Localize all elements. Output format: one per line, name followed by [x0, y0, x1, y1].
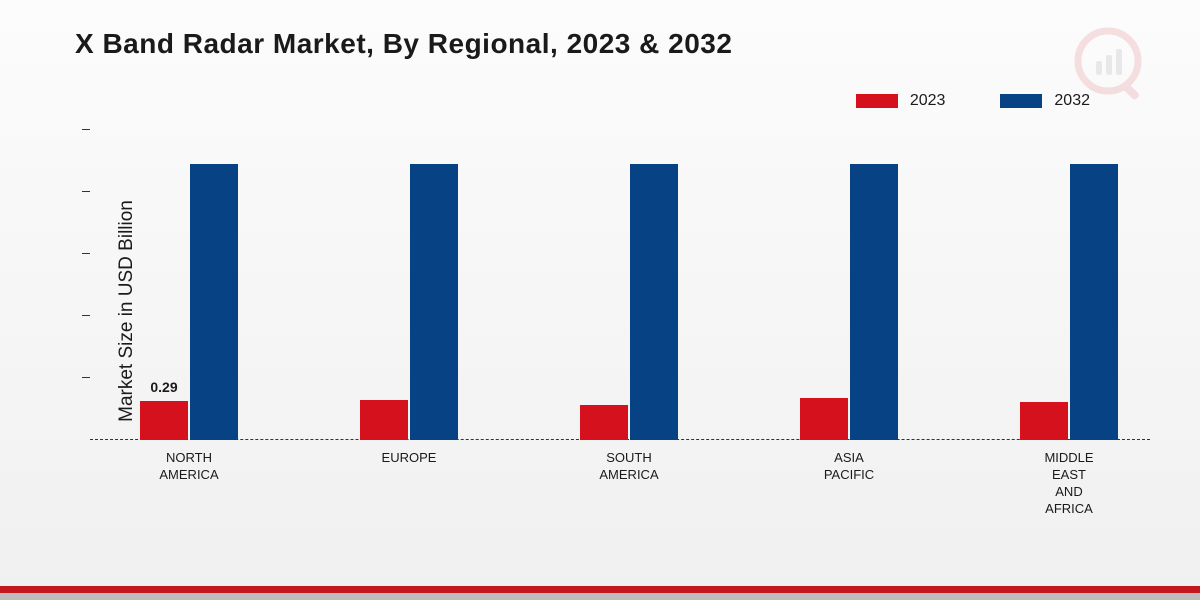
bar-2023 — [360, 400, 408, 440]
category-label: EUROPE — [382, 450, 437, 467]
bar-group: MIDDLE EAST AND AFRICA — [1020, 164, 1118, 440]
bar-2023 — [800, 398, 848, 440]
bar-value-label: 0.29 — [150, 379, 177, 395]
chart-plot-area: 0.29NORTH AMERICA EUROPE SOUTH AMERICA ASIA… — [90, 130, 1150, 440]
y-tick — [82, 315, 90, 316]
bar-group: SOUTH AMERICA — [580, 164, 678, 440]
bar-group: 0.29NORTH AMERICA — [140, 164, 238, 440]
legend-swatch-2023 — [856, 94, 898, 108]
category-label: ASIA PACIFIC — [824, 450, 874, 484]
bar-group: ASIA PACIFIC — [800, 164, 898, 440]
y-tick — [82, 129, 90, 130]
legend-swatch-2032 — [1000, 94, 1042, 108]
legend-label-2023: 2023 — [910, 92, 946, 110]
bar-2032 — [1070, 164, 1118, 440]
category-label: NORTH AMERICA — [159, 450, 218, 484]
bar-2023 — [140, 401, 188, 440]
bar-2032 — [190, 164, 238, 440]
category-label: MIDDLE EAST AND AFRICA — [1044, 450, 1093, 518]
legend-label-2032: 2032 — [1054, 92, 1090, 110]
footer-gray-bar — [0, 593, 1200, 600]
legend-item-2032: 2032 — [1000, 92, 1090, 110]
bar-group: EUROPE — [360, 164, 458, 440]
bar-2032 — [630, 164, 678, 440]
y-tick — [82, 377, 90, 378]
legend-item-2023: 2023 — [856, 92, 946, 110]
y-tick — [82, 253, 90, 254]
chart-title: X Band Radar Market, By Regional, 2023 &… — [75, 28, 732, 60]
bar-2032 — [850, 164, 898, 440]
bar-2023 — [580, 405, 628, 440]
bar-2023 — [1020, 402, 1068, 440]
category-label: SOUTH AMERICA — [599, 450, 658, 484]
legend: 2023 2032 — [856, 92, 1090, 110]
bar-2032 — [410, 164, 458, 440]
y-tick — [82, 191, 90, 192]
